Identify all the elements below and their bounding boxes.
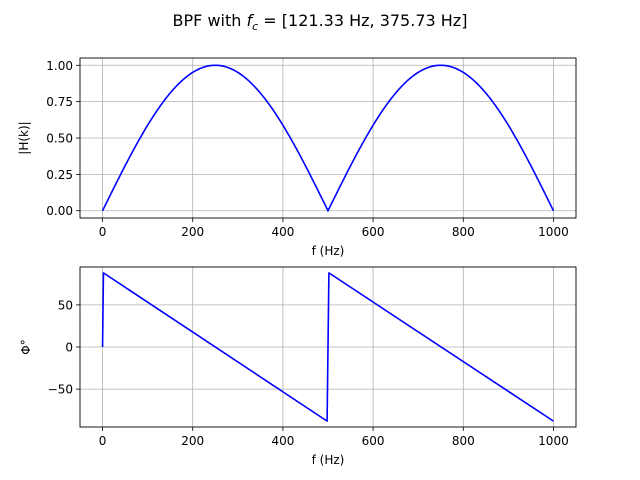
y-tick-label: 0	[65, 341, 73, 355]
title-var: f	[247, 11, 255, 30]
x-tick-label: 600	[362, 434, 385, 448]
x-tick-label: 400	[271, 434, 294, 448]
x-tick-label: 200	[181, 434, 204, 448]
x-tick-label: 0	[99, 434, 107, 448]
y-tick-label: 0.75	[46, 95, 73, 109]
magnitude-panel: 0 200 400 600 800 1000 0.00 0.25 0.50 0.75 1.00 f (…	[17, 57, 577, 258]
y-tick-label: −50	[48, 383, 73, 397]
x-tick-label: 800	[452, 434, 475, 448]
y-axis-label: |H(k)|	[17, 121, 31, 154]
x-axis-label: f (Hz)	[312, 453, 345, 467]
x-tick-label: 0	[99, 225, 107, 239]
title-sub: c	[252, 20, 258, 33]
x-tick-label: 800	[452, 225, 475, 239]
y-axis-label: Φ°	[19, 339, 33, 354]
x-tick-label: 600	[362, 225, 385, 239]
title-prefix: BPF with	[173, 11, 242, 30]
title-rest: = [121.33 Hz, 375.73 Hz]	[258, 11, 467, 30]
x-tick-label: 1000	[538, 225, 569, 239]
phase-panel: 0 200 400 600 800 1000 −50 0 50 f (Hz) Φ°	[19, 266, 577, 467]
x-tick-label: 1000	[538, 434, 569, 448]
phase-series-line	[101, 272, 554, 422]
y-tick-label: 50	[58, 298, 73, 312]
figure-title: BPF with fc = [121.33 Hz, 375.73 Hz]	[173, 11, 468, 33]
x-tick-label: 400	[271, 225, 294, 239]
y-tick-label: 1.00	[46, 59, 73, 73]
y-tick-label: 0.00	[46, 204, 73, 218]
x-tick-label: 200	[181, 225, 204, 239]
y-tick-label: 0.25	[46, 168, 73, 182]
y-tick-label: 0.50	[46, 132, 73, 146]
x-axis-label: f (Hz)	[312, 244, 345, 258]
magnitude-series-line	[101, 64, 555, 212]
